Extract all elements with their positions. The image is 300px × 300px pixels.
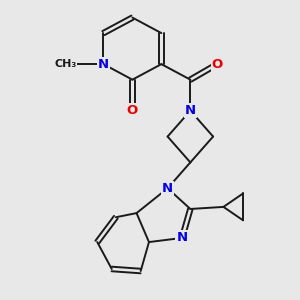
- Text: N: N: [98, 58, 109, 70]
- Text: CH₃: CH₃: [54, 59, 76, 69]
- Text: O: O: [212, 58, 223, 70]
- Text: N: N: [162, 182, 173, 195]
- Text: N: N: [185, 104, 196, 117]
- Text: N: N: [176, 231, 188, 244]
- Text: O: O: [127, 104, 138, 117]
